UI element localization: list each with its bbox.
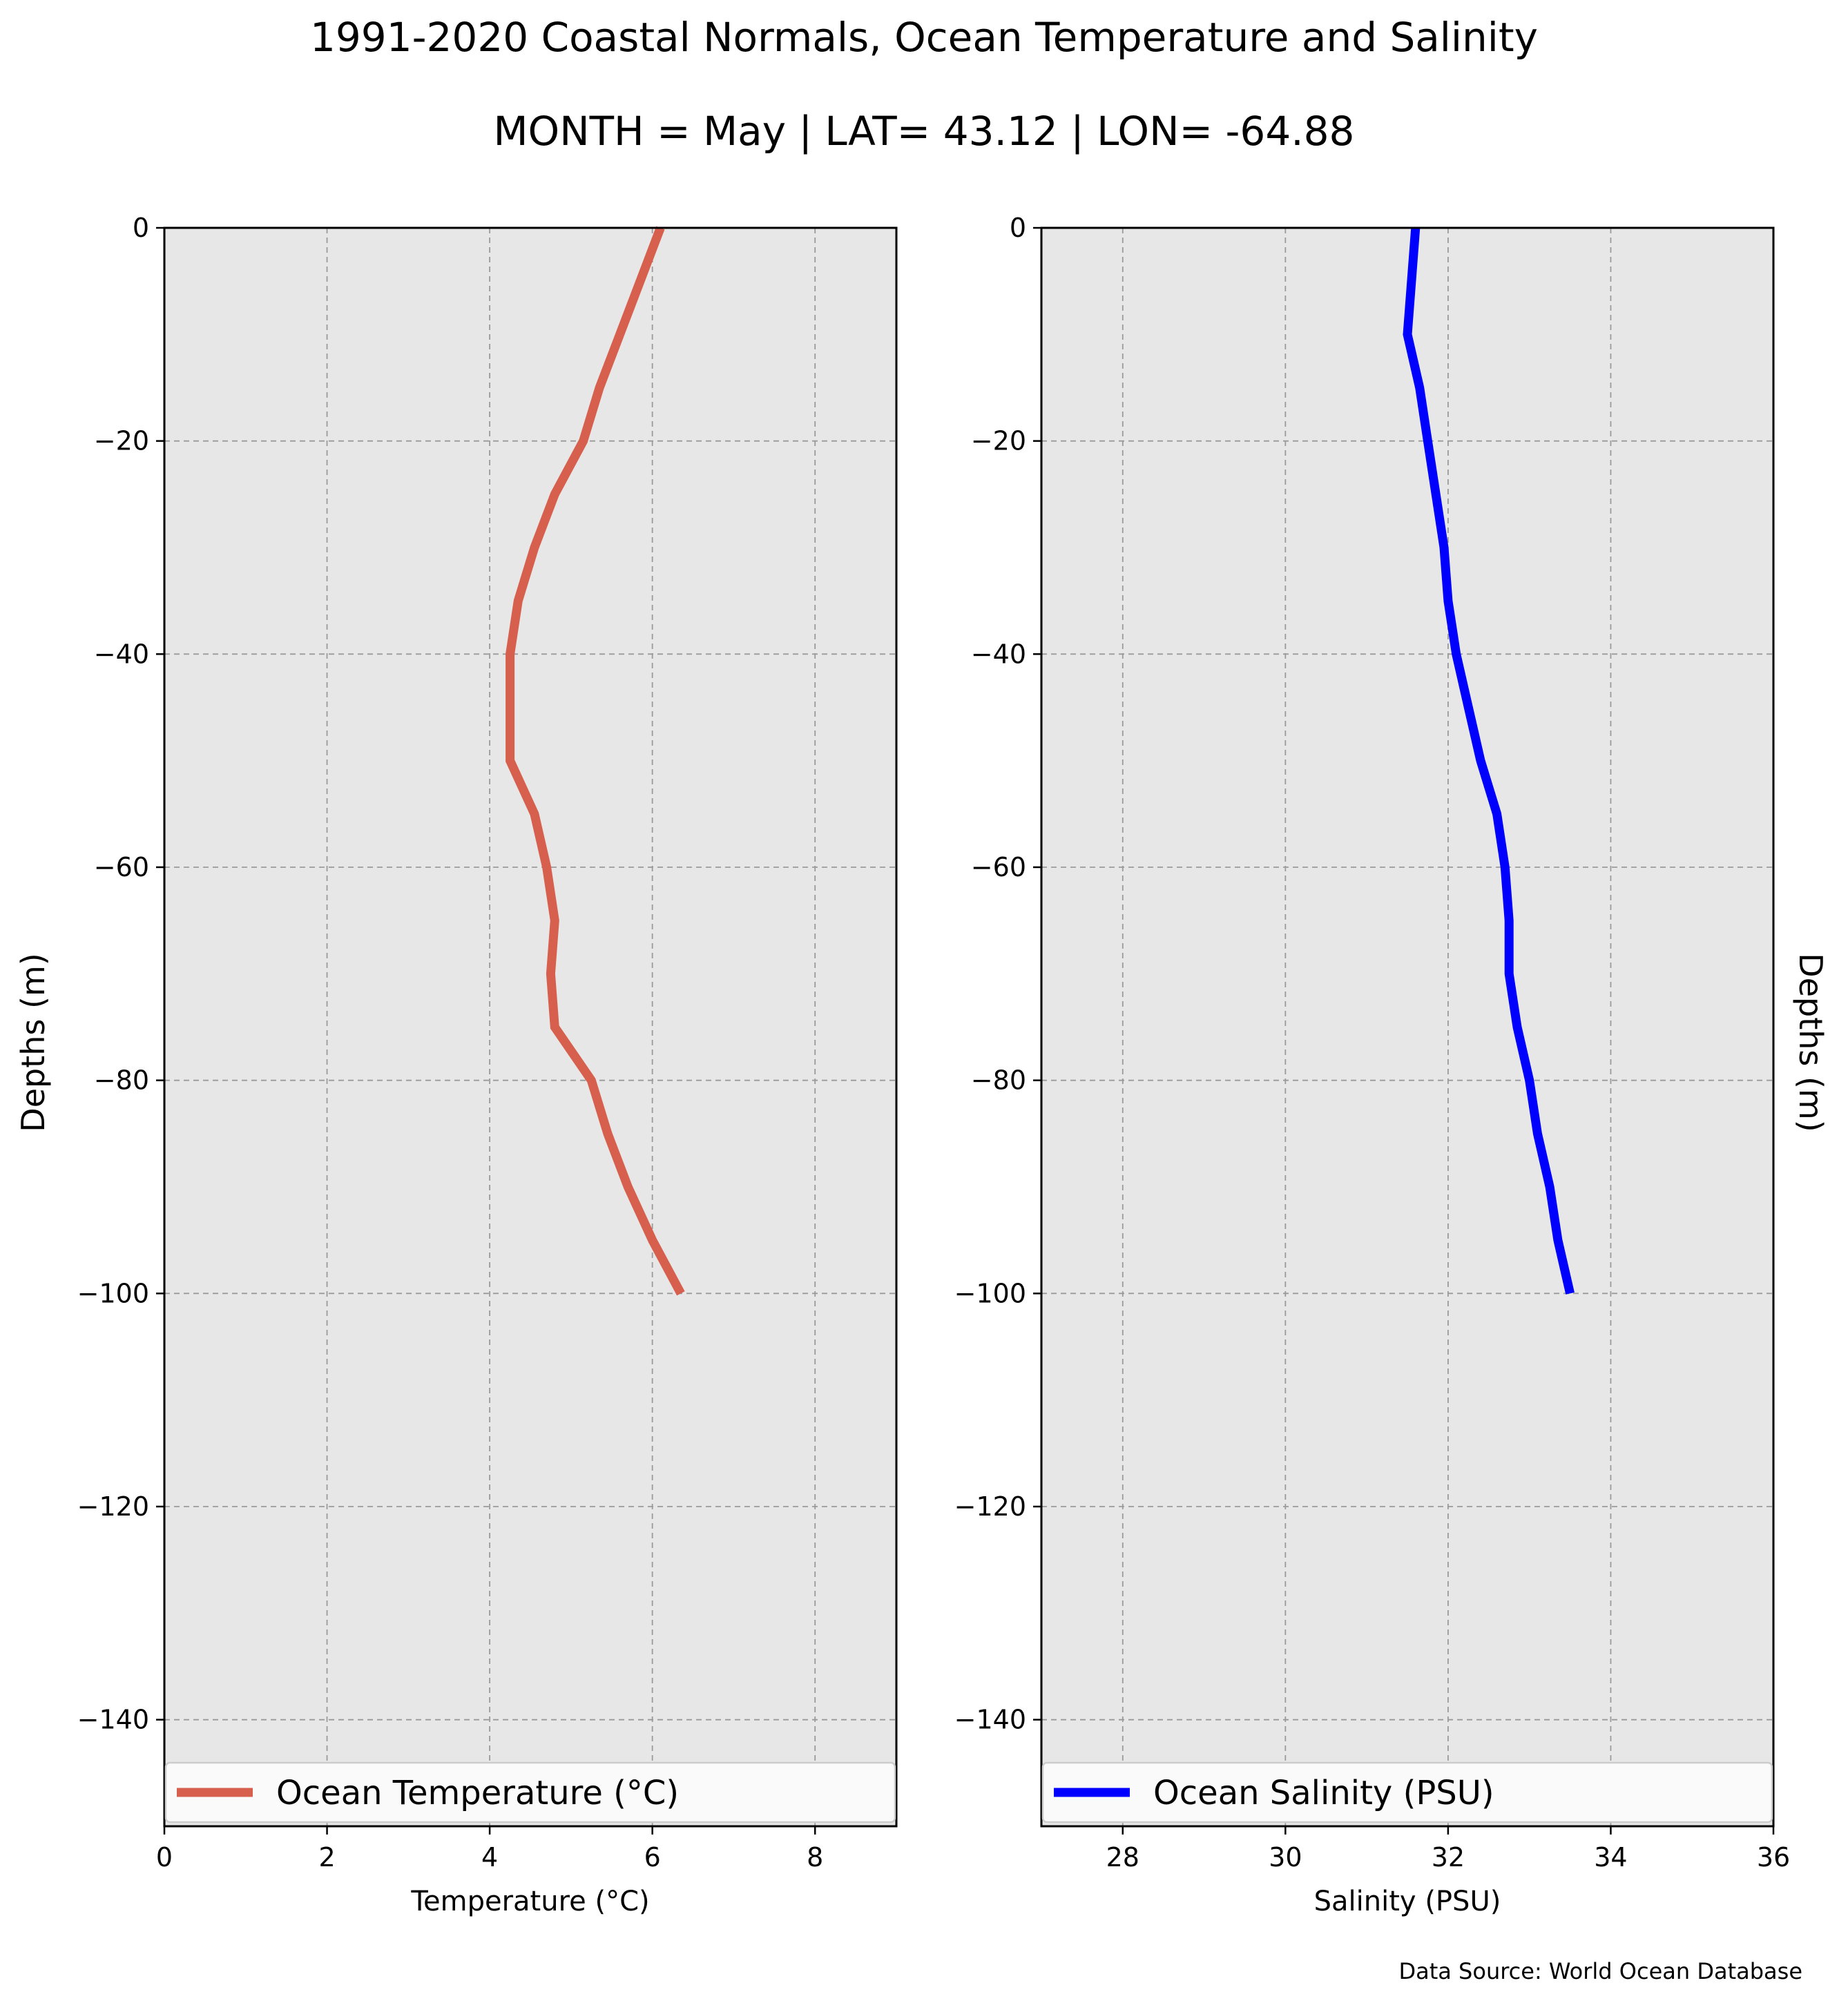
y-tick-label: 0 bbox=[1010, 213, 1026, 243]
x-tick-label: 32 bbox=[1432, 1842, 1465, 1873]
plot-frame bbox=[1040, 226, 1775, 1828]
y-tick-label: −100 bbox=[77, 1278, 149, 1308]
y-tick-label: −80 bbox=[94, 1065, 149, 1096]
x-tick-label: 2 bbox=[318, 1842, 335, 1873]
y-tick-label: 0 bbox=[133, 213, 149, 243]
y-tick-label: −20 bbox=[971, 426, 1026, 456]
y-tick-label: −40 bbox=[971, 639, 1026, 669]
chart-subtitle: MONTH = May | LAT= 43.12 | LON= -64.88 bbox=[494, 108, 1355, 155]
y-tick-label: −140 bbox=[954, 1705, 1026, 1735]
legend-label: Ocean Temperature (°C) bbox=[276, 1774, 679, 1812]
x-tick-label: 36 bbox=[1757, 1842, 1790, 1873]
y-tick-label: −120 bbox=[77, 1491, 149, 1522]
plot-area bbox=[164, 228, 896, 1826]
x-tick-label: 28 bbox=[1106, 1842, 1139, 1873]
plot-frame bbox=[163, 226, 898, 1828]
chart-title: 1991-2020 Coastal Normals, Ocean Tempera… bbox=[310, 14, 1538, 61]
y-tick-label: −60 bbox=[971, 852, 1026, 882]
y-tick-label: −60 bbox=[94, 852, 149, 882]
x-tick-label: 34 bbox=[1594, 1842, 1627, 1873]
left-y-axis-label: Depths (m) bbox=[15, 953, 52, 1132]
legend: Ocean Salinity (PSU) bbox=[1041, 1761, 1773, 1823]
salinity-panel: 0 −20 −40 −60 −80 −100 −120 −140 28 30 32 34 36 Salin… bbox=[954, 213, 1791, 1917]
x-tick-label: 0 bbox=[156, 1842, 173, 1873]
y-tick-label: −120 bbox=[954, 1491, 1026, 1522]
plot-area bbox=[1041, 228, 1773, 1826]
x-tick-label: 30 bbox=[1269, 1842, 1302, 1873]
series-line bbox=[1403, 227, 1575, 1295]
right-y-axis-label: Depths (m) bbox=[1792, 953, 1829, 1132]
x-axis-label: Temperature (°C) bbox=[410, 1886, 649, 1917]
temperature-panel: 0 −20 −40 −60 −80 −100 −120 −140 0 2 4 6 8 Temperatur… bbox=[77, 213, 898, 1917]
x-tick-label: 8 bbox=[807, 1842, 823, 1873]
legend-box bbox=[1041, 1761, 1773, 1823]
x-axis-label: Salinity (PSU) bbox=[1314, 1886, 1501, 1917]
x-tick-label: 6 bbox=[644, 1842, 661, 1873]
y-tick-label: −140 bbox=[77, 1705, 149, 1735]
legend: Ocean Temperature (°C) bbox=[164, 1761, 896, 1823]
y-tick-label: −40 bbox=[94, 639, 149, 669]
y-tick-label: −80 bbox=[971, 1065, 1026, 1096]
data-source-note: Data Source: World Ocean Database bbox=[1398, 1958, 1802, 1984]
series-line bbox=[506, 226, 685, 1296]
y-tick-label: −20 bbox=[94, 426, 149, 456]
legend-box bbox=[164, 1761, 896, 1823]
y-tick-label: −100 bbox=[954, 1278, 1026, 1308]
legend-label: Ocean Salinity (PSU) bbox=[1153, 1774, 1494, 1812]
x-tick-label: 4 bbox=[481, 1842, 498, 1873]
